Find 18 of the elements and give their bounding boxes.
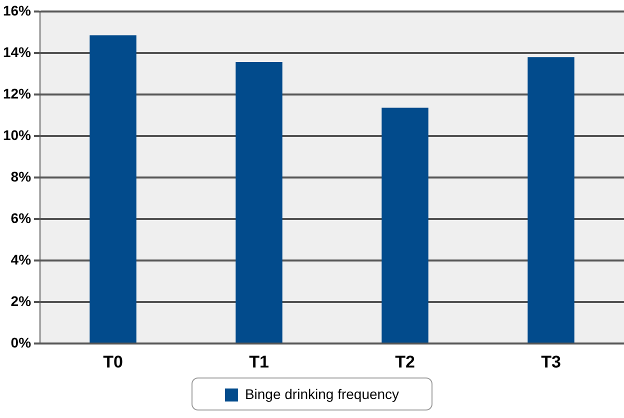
y-tick-label: 4% [10,251,32,268]
bar [236,62,282,343]
y-tick-label: 16% [2,2,32,18]
x-tick-label: T0 [103,352,123,372]
y-tick-label: 8% [10,168,32,184]
y-tick-label: 14% [2,44,32,60]
x-tick-label: T1 [249,352,269,372]
y-tick-label: 6% [10,210,32,226]
legend-label: Binge drinking frequency [244,386,400,402]
y-tick-label: 0% [10,334,32,350]
x-tick-label: T2 [395,352,415,372]
y-tick-label: 10% [2,126,32,143]
x-tick-label: T3 [541,352,561,372]
y-tick-label: 2% [10,292,32,309]
bar [528,57,574,343]
bar [382,108,428,343]
y-tick-label: 12% [2,85,32,102]
bar [90,35,136,343]
